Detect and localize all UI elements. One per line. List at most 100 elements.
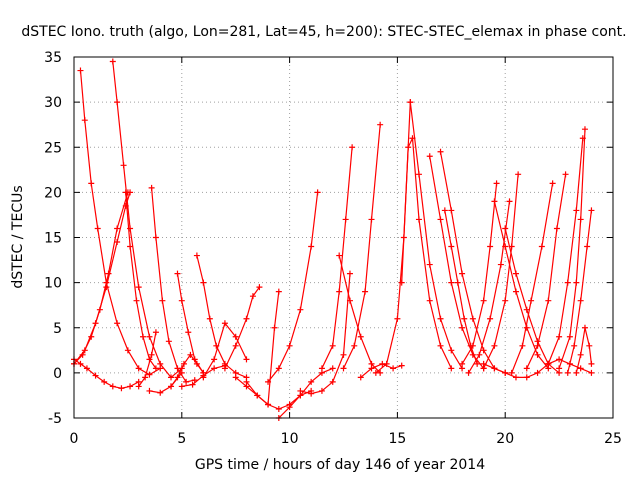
data-point-marker bbox=[346, 270, 353, 277]
data-point-marker bbox=[135, 284, 142, 291]
data-point-marker bbox=[174, 374, 181, 381]
data-point-marker bbox=[437, 342, 444, 349]
data-point-marker bbox=[148, 351, 155, 358]
y-tick-label: 20 bbox=[44, 185, 62, 201]
data-series-20 bbox=[297, 270, 353, 397]
data-point-marker bbox=[168, 383, 175, 390]
series-line bbox=[526, 174, 567, 369]
data-point-marker bbox=[142, 374, 149, 381]
series-line bbox=[138, 332, 157, 387]
data-point-marker bbox=[553, 225, 560, 232]
data-point-marker bbox=[502, 225, 509, 232]
data-point-marker bbox=[329, 378, 336, 385]
data-point-marker bbox=[437, 148, 444, 155]
data-point-marker bbox=[394, 315, 401, 322]
data-point-marker bbox=[368, 216, 375, 223]
data-point-marker bbox=[459, 270, 466, 277]
data-point-marker bbox=[493, 180, 500, 187]
series-line bbox=[151, 187, 195, 383]
y-tick-label: 5 bbox=[53, 321, 62, 337]
data-point-marker bbox=[146, 371, 153, 378]
data-point-marker bbox=[148, 184, 155, 191]
data-series-40 bbox=[564, 207, 595, 376]
data-point-marker bbox=[185, 329, 192, 336]
data-point-marker bbox=[581, 126, 588, 133]
data-point-marker bbox=[249, 293, 256, 300]
data-point-marker bbox=[127, 243, 134, 250]
data-point-marker bbox=[469, 315, 476, 322]
data-point-marker bbox=[437, 315, 444, 322]
data-point-marker bbox=[193, 360, 200, 367]
data-point-marker bbox=[502, 297, 509, 304]
data-point-marker bbox=[103, 279, 110, 286]
data-point-marker bbox=[480, 297, 487, 304]
data-point-marker bbox=[502, 243, 509, 250]
data-point-marker bbox=[383, 360, 390, 367]
data-series-8 bbox=[135, 329, 159, 390]
data-point-marker bbox=[545, 360, 552, 367]
data-point-marker bbox=[318, 365, 325, 372]
data-point-marker bbox=[441, 207, 448, 214]
data-point-marker bbox=[174, 365, 181, 372]
data-point-marker bbox=[581, 324, 588, 331]
data-point-marker bbox=[461, 315, 468, 322]
data-point-marker bbox=[88, 180, 95, 187]
series-line bbox=[112, 61, 183, 379]
data-point-marker bbox=[165, 338, 172, 345]
data-point-marker bbox=[398, 279, 405, 286]
data-point-marker bbox=[340, 365, 347, 372]
data-point-marker bbox=[275, 405, 282, 412]
data-point-marker bbox=[512, 374, 519, 381]
chart-title: dSTEC Iono. truth (algo, Lon=281, Lat=45… bbox=[21, 24, 626, 40]
data-series-3 bbox=[71, 189, 131, 367]
data-series-39 bbox=[556, 126, 588, 372]
data-point-marker bbox=[135, 365, 142, 372]
data-point-marker bbox=[497, 261, 504, 268]
data-point-marker bbox=[157, 389, 164, 396]
data-point-marker bbox=[308, 378, 315, 385]
data-series-34 bbox=[491, 198, 552, 372]
data-point-marker bbox=[243, 383, 250, 390]
data-point-marker bbox=[362, 288, 369, 295]
data-point-marker bbox=[329, 342, 336, 349]
data-point-marker bbox=[232, 374, 239, 381]
data-point-marker bbox=[200, 279, 207, 286]
data-point-marker bbox=[94, 225, 101, 232]
data-point-marker bbox=[114, 320, 121, 327]
data-point-marker bbox=[159, 297, 166, 304]
data-point-marker bbox=[487, 243, 494, 250]
data-point-marker bbox=[491, 342, 498, 349]
data-point-marker bbox=[566, 360, 573, 367]
data-point-marker bbox=[79, 351, 86, 358]
data-point-marker bbox=[340, 351, 347, 358]
data-point-marker bbox=[256, 284, 263, 291]
data-point-marker bbox=[254, 392, 261, 399]
data-point-marker bbox=[77, 360, 84, 367]
data-point-marker bbox=[377, 121, 384, 128]
data-series-11 bbox=[168, 351, 207, 390]
data-point-marker bbox=[562, 171, 569, 178]
series-line bbox=[342, 124, 381, 369]
data-point-marker bbox=[297, 306, 304, 313]
y-tick-label: 0 bbox=[53, 366, 62, 382]
data-point-marker bbox=[534, 369, 541, 376]
series-line bbox=[300, 273, 351, 395]
data-point-marker bbox=[124, 347, 131, 354]
data-point-marker bbox=[459, 360, 466, 367]
data-point-marker bbox=[448, 365, 455, 372]
data-point-marker bbox=[448, 279, 455, 286]
data-point-marker bbox=[480, 347, 487, 354]
data-point-marker bbox=[232, 333, 239, 340]
series-line bbox=[278, 367, 333, 419]
data-point-marker bbox=[146, 333, 153, 340]
data-point-marker bbox=[564, 369, 571, 376]
data-point-marker bbox=[415, 171, 422, 178]
data-point-marker bbox=[109, 58, 116, 65]
data-point-marker bbox=[96, 306, 103, 313]
data-point-marker bbox=[512, 288, 519, 295]
data-series-4 bbox=[77, 67, 164, 378]
data-point-marker bbox=[342, 216, 349, 223]
data-point-marker bbox=[346, 297, 353, 304]
series-line bbox=[125, 192, 157, 369]
